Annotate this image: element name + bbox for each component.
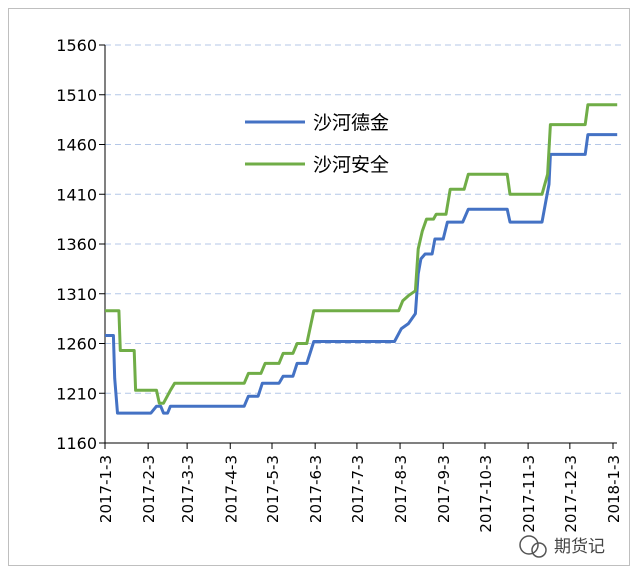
line-chart: 1160 1210 1260 1310 1360 1410 1460 1510 1560 201… [56,36,623,558]
x-tick-label: 2017-10-3 [477,455,495,533]
series-lines [105,103,618,415]
x-tick-label: 2017-3-3 [179,455,197,523]
y-tick-label: 1260 [56,335,97,354]
chart-frame: 1160 1210 1260 1310 1360 1410 1460 1510 1560 201… [8,8,630,566]
legend: 沙河德金 沙河安全 [245,112,389,176]
y-tick-label: 1360 [56,235,97,254]
watermark-text: 期货记 [554,537,605,557]
y-tick-label: 1560 [56,36,97,55]
x-tick-label: 2017-6-3 [307,455,325,523]
y-tick-label: 1210 [56,384,97,403]
series-line-2 [105,103,618,405]
y-axis: 1160 1210 1260 1310 1360 1410 1460 1510 1560 [56,36,106,453]
y-tick-label: 1410 [56,185,97,204]
series-line-1 [105,133,618,415]
x-tick-label: 2017-2-3 [140,455,158,523]
x-tick-label: 2017-4-3 [222,455,240,523]
x-tick-label: 2018-1-3 [605,455,623,523]
legend-label-series-1: 沙河德金 [313,112,389,134]
x-tick-label: 2017-12-3 [562,455,580,533]
x-axis: 2017-1-3 2017-2-3 2017-3-3 2017-4-3 2017-5-3… [97,442,623,533]
x-tick-label: 2017-7-3 [349,455,367,523]
x-tick-label: 2017-5-3 [264,455,282,523]
watermark: 期货记 [519,535,605,558]
y-tick-label: 1310 [56,285,97,304]
wechat-icon [519,535,547,558]
x-tick-label: 2017-8-3 [392,455,410,523]
x-tick-label: 2017-11-3 [520,455,538,533]
y-tick-label: 1460 [56,136,97,155]
y-tick-label: 1510 [56,86,97,105]
x-tick-label: 2017-9-3 [435,455,453,523]
y-tick-label: 1160 [56,434,97,453]
x-tick-label: 2017-1-3 [97,455,115,523]
legend-label-series-2: 沙河安全 [313,154,389,176]
